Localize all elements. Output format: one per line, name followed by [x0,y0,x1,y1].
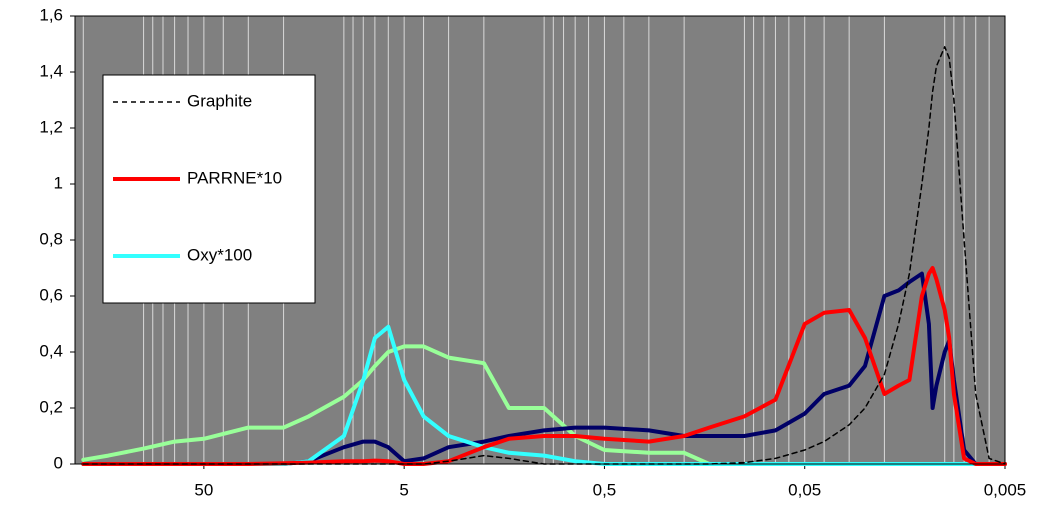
y-tick-label: 0,2 [39,397,63,416]
y-tick-label: 0 [54,453,63,472]
legend-label: Graphite [187,91,252,110]
series-line [81,266,1007,466]
x-tick-label: 0,05 [788,480,821,499]
y-tick-label: 0,8 [39,229,63,248]
y-tick-label: 0,6 [39,285,63,304]
x-tick-label: 0,005 [984,480,1027,499]
legend-label: PARRNE*10 [187,168,282,187]
x-tick-label: 0,5 [593,480,617,499]
legend-label: Oxy*100 [187,245,252,264]
y-tick-label: 1,6 [39,5,63,24]
y-tick-label: 1 [54,173,63,192]
x-tick-label: 50 [194,480,213,499]
plot-border [74,15,1006,465]
x-tick-label: 5 [399,480,408,499]
y-tick-label: 0,4 [39,341,63,360]
legend [102,74,316,304]
y-tick-label: 1,2 [39,117,63,136]
y-tick-label: 1,4 [39,61,63,80]
